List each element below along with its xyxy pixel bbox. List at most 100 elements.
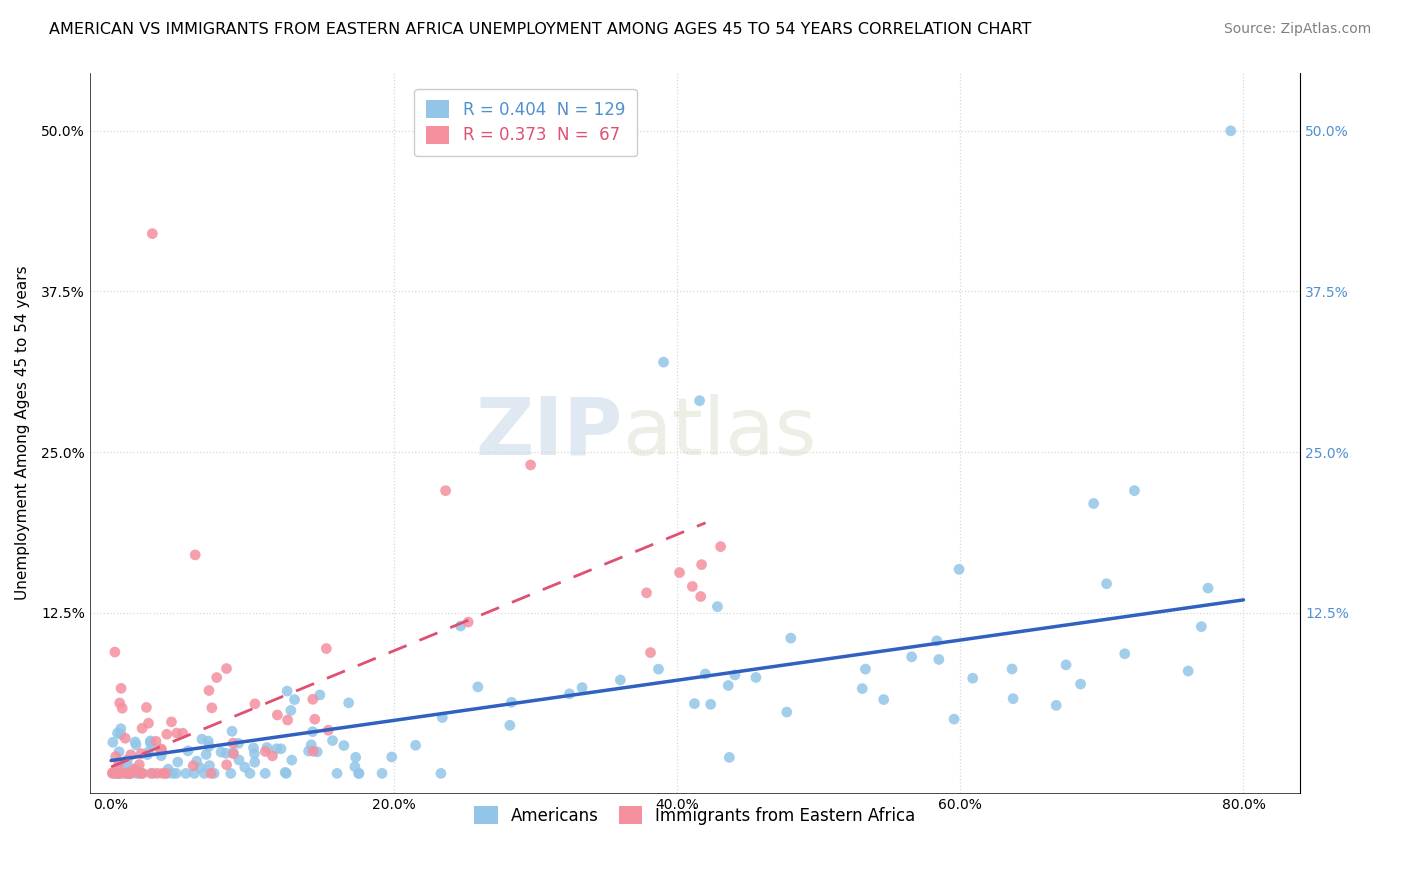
- Point: [900, 649, 922, 664]
- Point: [962, 671, 984, 685]
- Point: [779, 631, 801, 645]
- Point: [1219, 124, 1241, 138]
- Point: [110, 759, 132, 773]
- Point: [110, 766, 132, 780]
- Point: [710, 540, 733, 554]
- Point: [457, 615, 479, 629]
- Point: [107, 766, 129, 780]
- Point: [450, 619, 472, 633]
- Point: [724, 668, 747, 682]
- Point: [114, 731, 136, 746]
- Point: [150, 748, 173, 763]
- Point: [201, 701, 224, 715]
- Point: [222, 736, 245, 750]
- Point: [243, 747, 266, 761]
- Point: [200, 766, 222, 780]
- Point: [108, 696, 131, 710]
- Point: [690, 558, 713, 572]
- Point: [695, 667, 717, 681]
- Point: [284, 692, 307, 706]
- Point: [128, 757, 150, 772]
- Point: [149, 743, 172, 757]
- Point: [239, 766, 262, 780]
- Point: [343, 760, 366, 774]
- Point: [316, 723, 339, 738]
- Point: [120, 747, 142, 762]
- Point: [344, 750, 367, 764]
- Point: [266, 741, 288, 756]
- Point: [114, 766, 136, 780]
- Point: [274, 765, 297, 780]
- Text: Source: ZipAtlas.com: Source: ZipAtlas.com: [1223, 22, 1371, 37]
- Point: [228, 753, 250, 767]
- Point: [128, 766, 150, 780]
- Point: [519, 458, 541, 472]
- Point: [101, 766, 124, 780]
- Point: [139, 737, 162, 751]
- Point: [301, 692, 323, 706]
- Point: [301, 724, 323, 739]
- Point: [117, 753, 139, 767]
- Point: [191, 732, 214, 747]
- Point: [315, 641, 337, 656]
- Point: [107, 758, 129, 772]
- Point: [1114, 647, 1136, 661]
- Point: [326, 766, 349, 780]
- Point: [166, 755, 188, 769]
- Point: [222, 747, 245, 761]
- Point: [110, 722, 132, 736]
- Point: [467, 680, 489, 694]
- Point: [948, 562, 970, 576]
- Point: [124, 762, 146, 776]
- Point: [1045, 698, 1067, 713]
- Point: [1189, 620, 1212, 634]
- Point: [280, 703, 302, 717]
- Point: [1070, 677, 1092, 691]
- Point: [118, 760, 141, 774]
- Point: [115, 766, 138, 780]
- Point: [110, 727, 132, 741]
- Point: [124, 735, 146, 749]
- Point: [873, 692, 896, 706]
- Point: [1083, 496, 1105, 510]
- Point: [219, 766, 242, 780]
- Point: [276, 684, 298, 698]
- Point: [166, 726, 188, 740]
- Point: [243, 697, 266, 711]
- Point: [202, 766, 225, 780]
- Point: [347, 766, 370, 780]
- Point: [198, 758, 221, 772]
- Y-axis label: Unemployment Among Ages 45 to 54 years: Unemployment Among Ages 45 to 54 years: [15, 266, 30, 600]
- Point: [136, 747, 159, 762]
- Point: [277, 713, 299, 727]
- Point: [141, 227, 163, 241]
- Point: [221, 724, 243, 739]
- Legend: Americans, Immigrants from Eastern Africa: Americans, Immigrants from Eastern Afric…: [464, 796, 925, 835]
- Point: [165, 766, 187, 780]
- Point: [242, 740, 264, 755]
- Point: [101, 765, 124, 780]
- Point: [302, 744, 325, 758]
- Point: [405, 739, 427, 753]
- Point: [193, 766, 215, 780]
- Point: [851, 681, 873, 696]
- Point: [1002, 691, 1025, 706]
- Point: [120, 766, 142, 780]
- Point: [254, 744, 277, 758]
- Point: [668, 566, 690, 580]
- Point: [111, 701, 134, 715]
- Point: [103, 766, 125, 780]
- Point: [337, 696, 360, 710]
- Point: [135, 700, 157, 714]
- Point: [108, 745, 131, 759]
- Point: [1177, 664, 1199, 678]
- Point: [558, 687, 581, 701]
- Point: [718, 750, 741, 764]
- Point: [155, 766, 177, 780]
- Point: [150, 743, 173, 757]
- Point: [640, 646, 662, 660]
- Point: [107, 766, 129, 780]
- Point: [150, 742, 173, 756]
- Point: [243, 756, 266, 770]
- Point: [299, 738, 322, 752]
